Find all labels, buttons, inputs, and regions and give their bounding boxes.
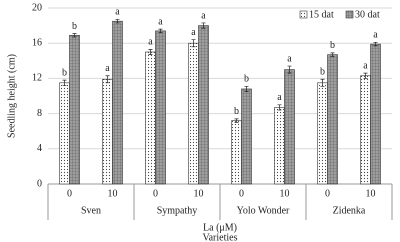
significance-letter: a [287,53,292,64]
significance-letter: a [201,10,206,21]
bar [145,51,156,185]
bar [112,20,123,185]
error-bar [277,104,282,111]
bar [241,88,252,185]
bar [284,69,295,185]
error-bar [287,65,292,74]
y-tick-label: 16 [32,37,42,48]
error-bar [244,85,249,92]
error-bar [201,22,206,29]
group-label: Zidenka [333,205,366,216]
bar [317,82,328,185]
bar [188,42,199,185]
significance-letter: a [363,60,368,71]
significance-letter: a [105,63,110,74]
group-label: Sympathy [157,205,198,216]
y-tick-label: 8 [37,108,42,119]
error-bar [320,78,325,87]
significance-letter: b [234,106,239,117]
error-bar [330,52,335,57]
x-axis-label: La (μM) [203,222,237,233]
error-bar [363,72,368,79]
bar [102,78,113,185]
error-bar [191,39,196,48]
bar [59,82,70,185]
y-tick-label: 0 [37,178,42,189]
y-tick-label: 4 [37,143,42,154]
group-label: Yolo Wonder [237,205,290,216]
error-bar [234,118,239,123]
x-tick-label: 0 [153,188,158,199]
bar [274,107,285,185]
bar [327,54,338,185]
x-tick-label: 10 [108,188,118,199]
y-tick-label: 20 [32,2,42,13]
error-bar [373,41,378,47]
significance-letter: a [115,7,120,18]
significance-letter: a [148,37,153,48]
significance-letter: b [72,21,77,32]
y-axis-label: Seedling height (cm) [6,54,17,138]
significance-letter: a [373,30,378,41]
significance-letter: a [277,92,282,103]
error-bar [158,28,163,33]
significance-letter: b [320,67,325,78]
x-tick-label: 0 [67,188,72,199]
x-tick-label: 10 [280,188,290,199]
error-bar [62,79,67,86]
bar [198,25,209,185]
error-bar [148,49,153,55]
x-tick-label: 10 [366,188,376,199]
x-group-axis-label: Varieties [203,232,238,242]
bar [69,34,80,185]
legend-swatch [345,10,354,19]
significance-letter: a [158,16,163,27]
legend-label: 30 dat [355,9,380,20]
x-tick-label: 10 [194,188,204,199]
x-tick-label: 0 [325,188,330,199]
legend-label: 15 dat [309,9,334,20]
y-tick-label: 12 [32,73,42,84]
significance-letter: b [62,67,67,78]
significance-letter: b [330,40,335,51]
error-bar [115,19,120,24]
significance-letter: a [191,27,196,38]
bar [231,120,242,185]
group-label: Sven [81,205,101,216]
bar [155,30,166,185]
bar [370,43,381,185]
error-bar [72,33,77,38]
significance-letter: b [244,74,249,85]
legend-swatch [299,10,308,19]
error-bar [105,75,110,84]
x-tick-label: 0 [239,188,244,199]
bar [360,75,371,185]
